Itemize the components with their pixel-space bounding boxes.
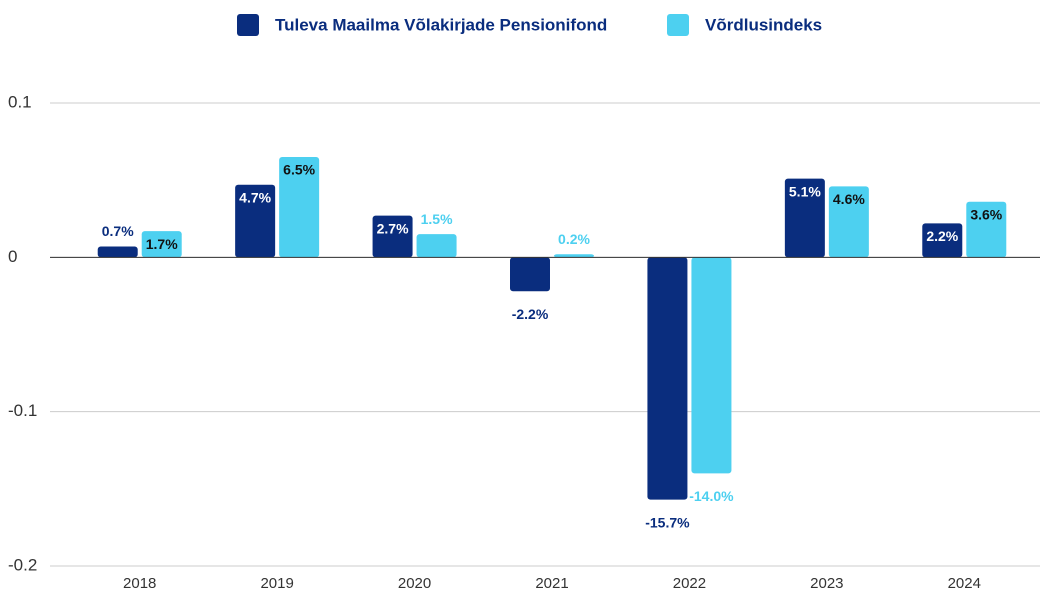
value-label: 2.2%	[926, 228, 958, 244]
bar	[922, 223, 963, 258]
x-tick-label: 2023	[810, 575, 843, 592]
value-label: 5.1%	[789, 183, 821, 199]
bar	[510, 257, 550, 292]
bar	[235, 184, 276, 258]
y-tick-label: -0.2	[8, 555, 37, 574]
value-label: -15.7%	[645, 514, 690, 530]
x-tick-label: 2021	[535, 575, 568, 592]
value-label: 0.7%	[102, 223, 134, 239]
legend-swatch	[667, 14, 689, 36]
bar	[372, 215, 413, 258]
value-label: 1.5%	[421, 211, 453, 227]
x-tick-label: 2018	[123, 575, 156, 592]
x-tick-label: 2024	[948, 575, 981, 592]
bar	[966, 201, 1007, 258]
value-label: 4.6%	[833, 191, 865, 207]
bar	[416, 234, 457, 258]
bar	[554, 254, 594, 258]
bar	[141, 231, 182, 258]
value-label: 6.5%	[283, 162, 315, 178]
x-tick-label: 2020	[398, 575, 431, 592]
value-label: -2.2%	[512, 306, 549, 322]
x-tick-label: 2022	[673, 575, 706, 592]
y-tick-label: 0	[8, 247, 17, 266]
bar	[647, 257, 688, 500]
value-label: 4.7%	[239, 189, 271, 205]
value-label: 3.6%	[970, 206, 1002, 222]
value-label: 0.2%	[558, 231, 590, 247]
bar	[828, 186, 869, 258]
bar	[784, 178, 825, 258]
x-tick-label: 2019	[260, 575, 293, 592]
value-label: 1.7%	[146, 236, 178, 252]
y-tick-label: -0.1	[8, 401, 37, 420]
value-label: -14.0%	[689, 488, 734, 504]
bar	[97, 246, 138, 258]
bar	[691, 257, 732, 474]
bar	[279, 157, 320, 258]
value-label: 2.7%	[377, 220, 409, 236]
legend-label: Võrdlusindeks	[705, 15, 822, 34]
legend-swatch	[237, 14, 259, 36]
y-tick-label: 0.1	[8, 92, 32, 111]
legend-label: Tuleva Maailma Võlakirjade Pensionifond	[275, 15, 607, 34]
